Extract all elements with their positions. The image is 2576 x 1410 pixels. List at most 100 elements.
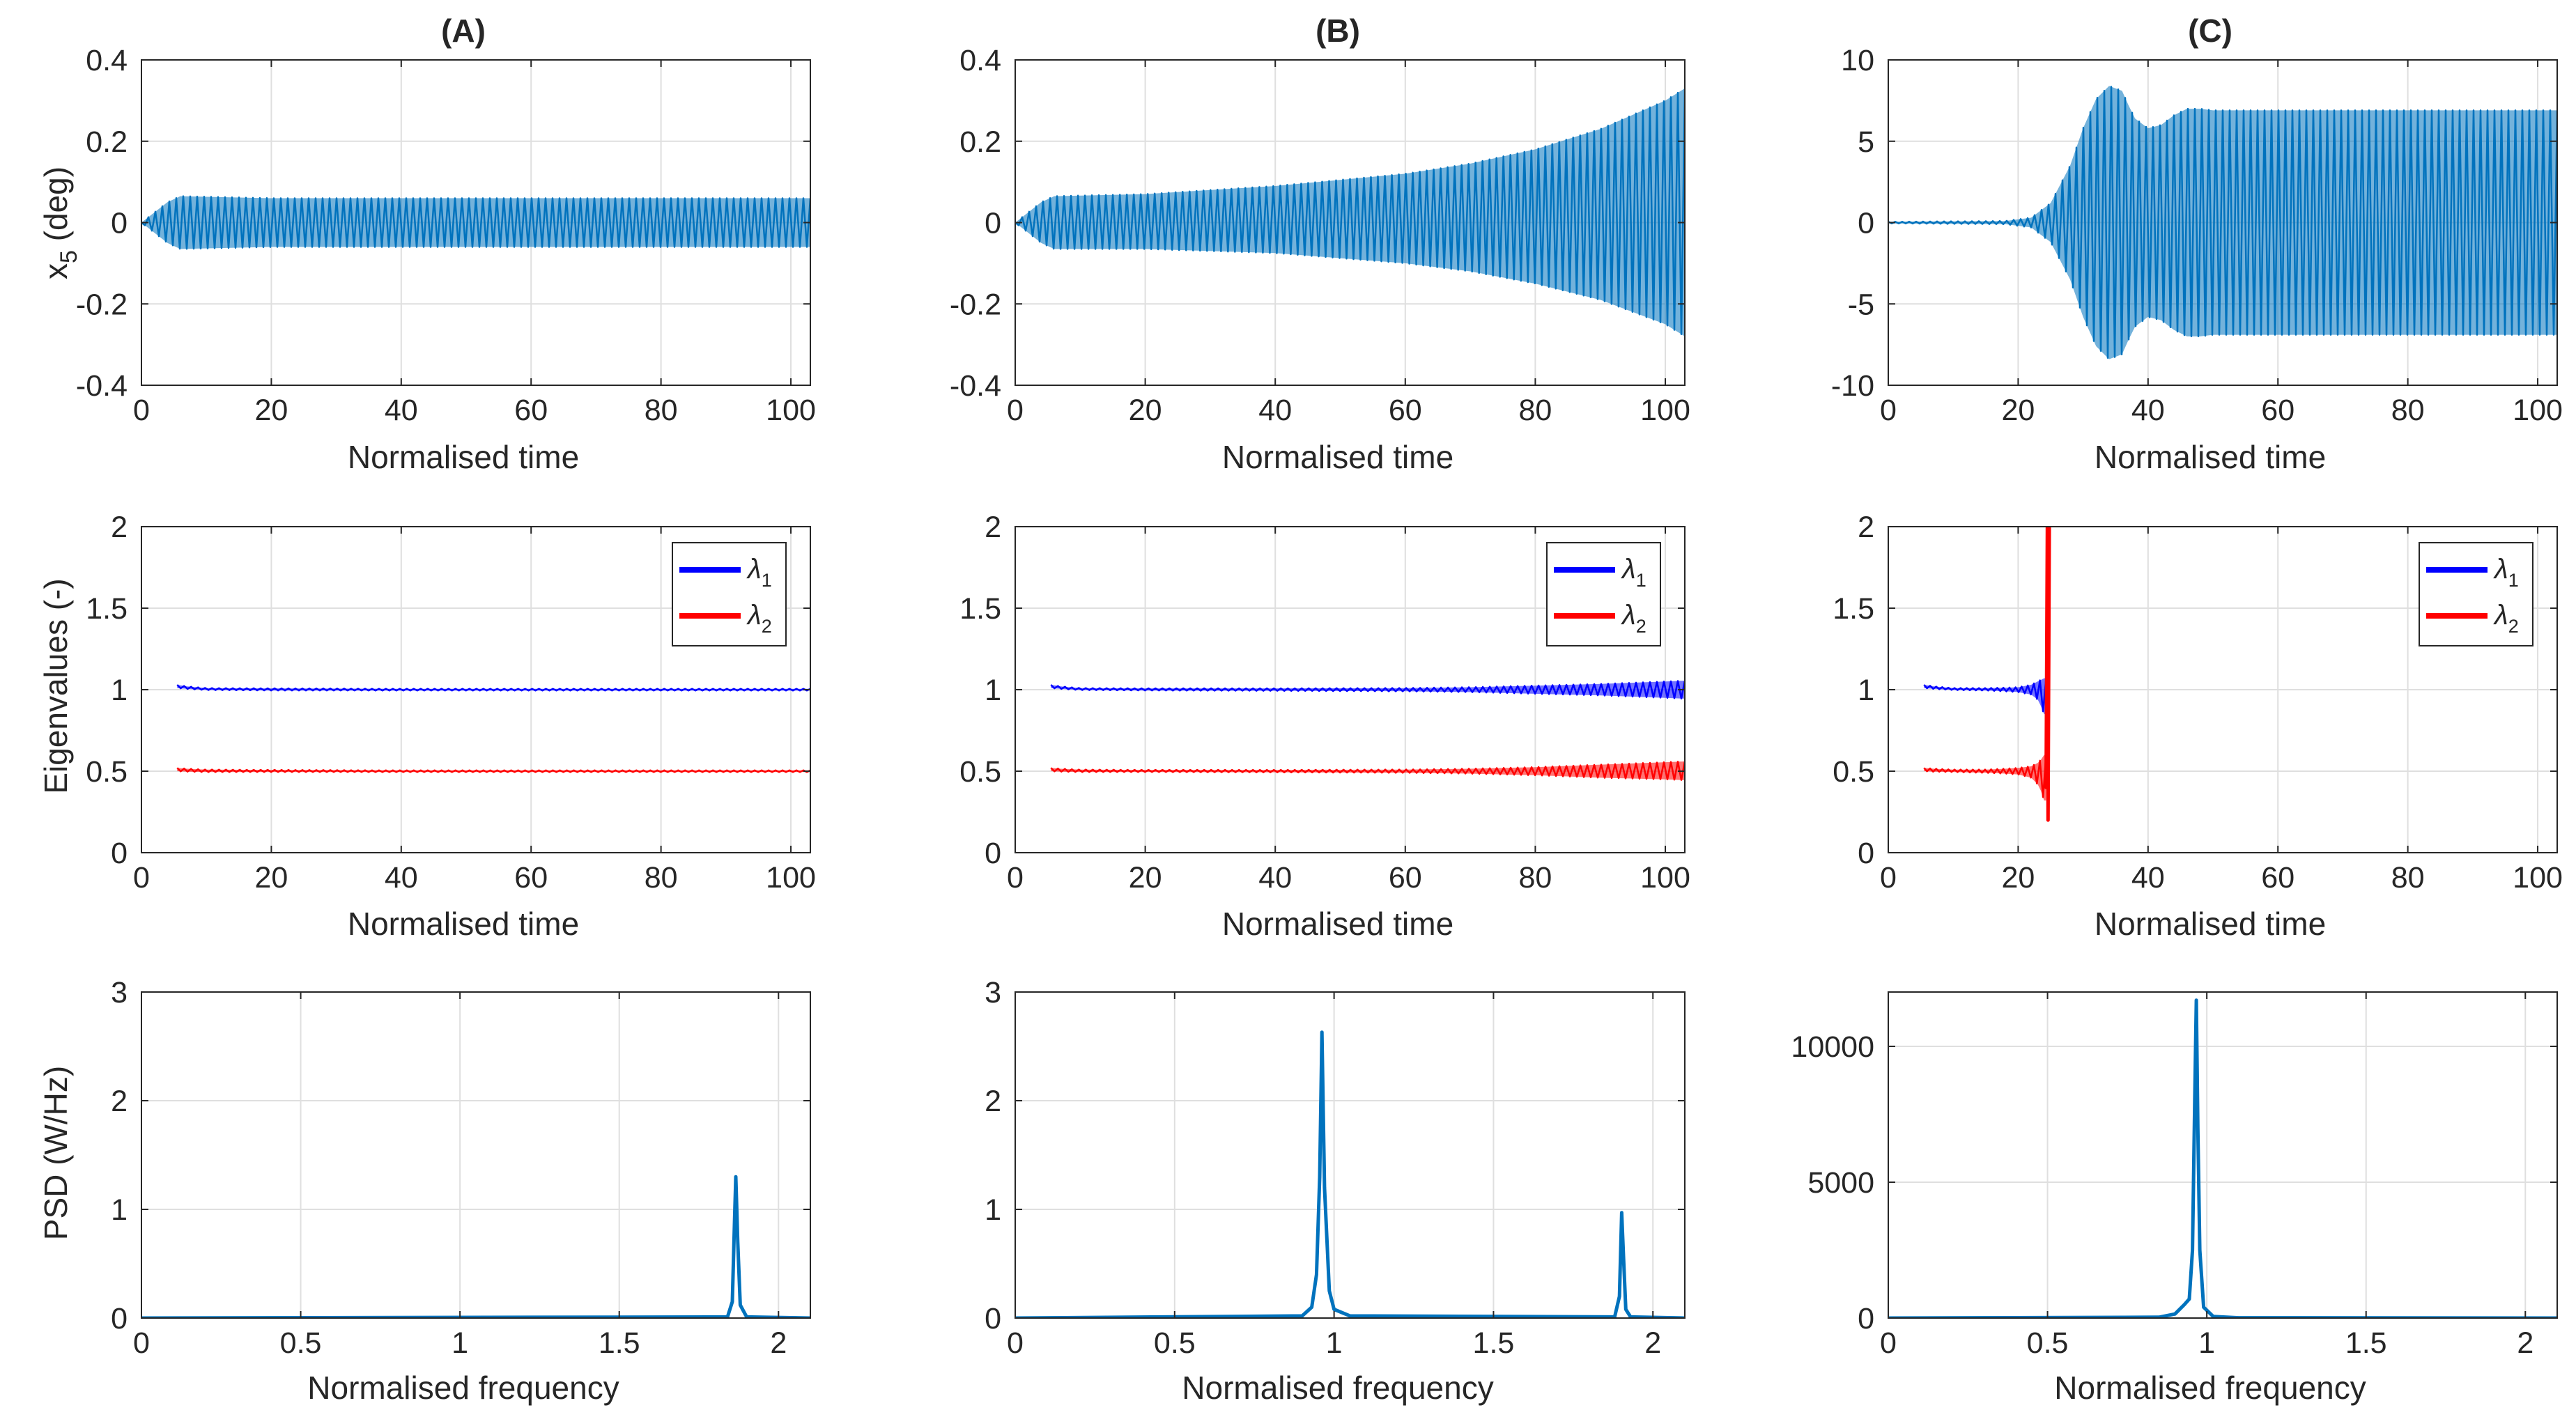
series-B-signal-0-band bbox=[1015, 88, 1685, 336]
x-axis-label-a-psd: Normalised frequency bbox=[307, 1370, 619, 1406]
x-tick-label-C-eig-2: 40 bbox=[2131, 861, 2165, 894]
y-tick-label-B-eig-0: 0 bbox=[985, 837, 1001, 870]
y-axis-label-psd: PSD (W/Hz) bbox=[38, 1066, 74, 1240]
x-tick-label-A-psd-1: 0.5 bbox=[280, 1326, 322, 1360]
y-axis-label-x5-main: x bbox=[38, 263, 74, 279]
legend-b-box bbox=[1546, 542, 1661, 646]
x-tick-label-A-eig-3: 60 bbox=[514, 861, 548, 894]
y-tick-label-C-signal-2: 0 bbox=[1858, 207, 1874, 240]
panel-title-b: (B) bbox=[1316, 13, 1360, 49]
x-tick-label-C-signal-2: 40 bbox=[2131, 394, 2165, 427]
series-group-C-eig bbox=[1923, 527, 2051, 822]
x-tick-label-B-signal-1: 20 bbox=[1129, 394, 1162, 427]
y-tick-label-C-eig-1: 0.5 bbox=[1833, 755, 1874, 789]
y-tick-label-C-psd-0: 0 bbox=[1858, 1302, 1874, 1335]
chart-B-signal: 0 20 40 60 80 100 -0.4 -0.2 0 0.2 0.4 bbox=[950, 44, 1690, 427]
series-B-eig-1-line bbox=[1050, 761, 1685, 781]
y-tick-label-A-signal-3: 0.2 bbox=[86, 125, 128, 159]
y-tick-label-B-psd-3: 3 bbox=[985, 976, 1001, 1009]
y-tick-label-A-eig-1: 0.5 bbox=[86, 755, 128, 789]
x-tick-label-C-psd-2: 1 bbox=[2198, 1326, 2215, 1360]
y-tick-label-C-eig-3: 1.5 bbox=[1833, 592, 1874, 626]
y-tick-label-A-eig-4: 2 bbox=[111, 511, 128, 544]
x-tick-label-C-signal-0: 0 bbox=[1880, 394, 1897, 427]
x-tick-label-A-eig-2: 40 bbox=[385, 861, 418, 894]
x-tick-label-A-psd-3: 1.5 bbox=[599, 1326, 640, 1360]
legend-b-label-lambda1: λ1 bbox=[1621, 554, 1646, 591]
x-tick-label-A-signal-2: 40 bbox=[385, 394, 418, 427]
x-tick-label-C-signal-5: 100 bbox=[2513, 394, 2563, 427]
y-tick-label-A-signal-0: -0.4 bbox=[76, 369, 128, 403]
y-tick-label-B-signal-2: 0 bbox=[985, 207, 1001, 240]
y-tick-label-C-signal-0: -10 bbox=[1831, 369, 1874, 403]
y-tick-label-C-psd-1: 5000 bbox=[1807, 1166, 1874, 1200]
y-tick-label-B-signal-0: -0.4 bbox=[950, 369, 1001, 403]
chart-A-signal: 0 20 40 60 80 100 -0.4 -0.2 0 0.2 0.4 bbox=[76, 44, 816, 427]
x-axis-label-a-eig: Normalised time bbox=[348, 906, 579, 942]
series-A-signal-0-line bbox=[141, 195, 810, 250]
y-tick-label-A-eig-0: 0 bbox=[111, 837, 128, 870]
x-tick-label-B-eig-1: 20 bbox=[1129, 861, 1162, 894]
series-group-A-signal bbox=[141, 195, 810, 250]
x-tick-label-A-eig-1: 20 bbox=[254, 861, 288, 894]
x-tick-label-B-eig-2: 40 bbox=[1258, 861, 1292, 894]
series-C-eig-0-line bbox=[1923, 678, 2047, 713]
y-tick-label-C-signal-4: 10 bbox=[1841, 44, 1874, 77]
x-tick-label-C-eig-4: 80 bbox=[2391, 861, 2425, 894]
x-tick-label-B-psd-2: 1 bbox=[1326, 1326, 1343, 1360]
x-tick-label-C-psd-1: 0.5 bbox=[2027, 1326, 2069, 1360]
x-tick-label-C-signal-4: 80 bbox=[2391, 394, 2425, 427]
x-tick-label-B-signal-2: 40 bbox=[1258, 394, 1292, 427]
legend-c: λ1 λ2 bbox=[2419, 542, 2533, 646]
y-tick-label-A-signal-2: 0 bbox=[111, 207, 128, 240]
axes-box-B-psd bbox=[1015, 991, 1686, 1319]
x-tick-label-C-signal-3: 60 bbox=[2261, 394, 2295, 427]
x-axis-label-b-psd: Normalised frequency bbox=[1182, 1370, 1493, 1406]
legend-b: λ1 λ2 bbox=[1546, 542, 1661, 646]
x-tick-label-B-psd-0: 0 bbox=[1007, 1326, 1024, 1360]
chart-C-psd: 0 0.5 1 1.5 2 0 5000 10000 bbox=[1791, 991, 2558, 1360]
x-tick-label-A-signal-0: 0 bbox=[133, 394, 150, 427]
y-tick-label-A-psd-3: 3 bbox=[111, 976, 128, 1009]
series-group-B-psd bbox=[1015, 1030, 1685, 1318]
legend-a-box bbox=[672, 542, 787, 646]
x-tick-label-A-psd-2: 1 bbox=[452, 1326, 468, 1360]
legend-c-label-lambda1: λ1 bbox=[2493, 554, 2519, 591]
series-C-signal-0-line bbox=[1888, 86, 2557, 359]
y-axis-label-x5-unit: (deg) bbox=[38, 166, 74, 250]
series-B-eig-0-line bbox=[1050, 680, 1685, 699]
y-tick-label-C-signal-3: 5 bbox=[1858, 125, 1874, 159]
x-tick-label-B-eig-0: 0 bbox=[1007, 861, 1024, 894]
series-B-eig-0-band bbox=[1051, 681, 1685, 699]
chart-A-psd: 0 0.5 1 1.5 2 0 1 2 3 bbox=[111, 976, 811, 1360]
x-axis-label-a-signal: Normalised time bbox=[348, 439, 579, 475]
x-tick-label-A-eig-4: 80 bbox=[645, 861, 678, 894]
y-tick-label-A-signal-4: 0.4 bbox=[86, 44, 128, 77]
series-A-eig-0-line bbox=[176, 684, 810, 692]
x-tick-label-A-signal-3: 60 bbox=[514, 394, 548, 427]
series-group-C-signal bbox=[1888, 86, 2557, 359]
y-tick-label-C-eig-0: 0 bbox=[1858, 837, 1874, 870]
series-group-B-eig bbox=[1050, 680, 1685, 781]
y-tick-label-B-psd-1: 1 bbox=[985, 1193, 1001, 1227]
x-tick-label-A-signal-5: 100 bbox=[766, 394, 816, 427]
axes-box-A-psd bbox=[141, 991, 811, 1319]
y-tick-label-A-psd-1: 1 bbox=[111, 1193, 128, 1227]
y-tick-label-B-psd-2: 2 bbox=[985, 1085, 1001, 1118]
panel-title-c: (C) bbox=[2188, 13, 2232, 49]
x-axis-label-c-psd: Normalised frequency bbox=[2054, 1370, 2366, 1406]
chart-B-psd: 0 0.5 1 1.5 2 0 1 2 3 bbox=[985, 976, 1686, 1360]
x-axis-label-c-signal: Normalised time bbox=[2095, 439, 2326, 475]
x-tick-label-B-signal-3: 60 bbox=[1389, 394, 1422, 427]
y-tick-label-A-psd-0: 0 bbox=[111, 1302, 128, 1335]
series-group-B-signal bbox=[1015, 88, 1685, 336]
series-A-eig-1-line bbox=[176, 767, 810, 773]
y-tick-label-B-signal-4: 0.4 bbox=[959, 44, 1001, 77]
x-tick-label-C-eig-5: 100 bbox=[2513, 861, 2563, 894]
series-B-psd-0 bbox=[1015, 1030, 1685, 1318]
y-tick-label-A-eig-2: 1 bbox=[111, 674, 128, 707]
x-tick-label-C-eig-1: 20 bbox=[2001, 861, 2035, 894]
x-tick-label-B-eig-5: 100 bbox=[1640, 861, 1690, 894]
plot-area-A-psd bbox=[141, 992, 810, 1318]
y-tick-label-B-signal-3: 0.2 bbox=[959, 125, 1001, 159]
